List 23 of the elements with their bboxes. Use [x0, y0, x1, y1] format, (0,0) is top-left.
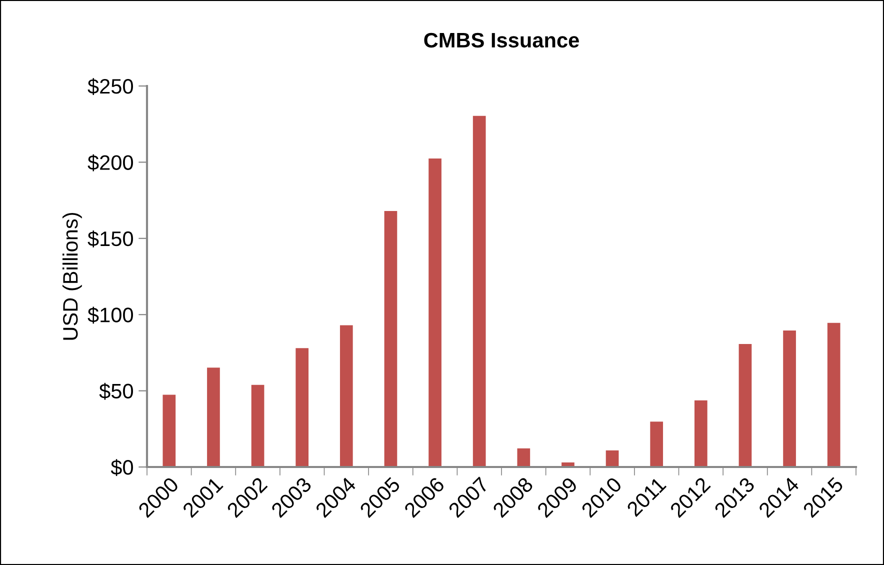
- bar: [694, 400, 708, 467]
- bar: [296, 348, 309, 467]
- bar: [251, 384, 264, 467]
- y-tick-label: $0: [110, 459, 133, 476]
- bar: [207, 368, 220, 467]
- bar: [384, 210, 398, 467]
- chart-title: CMBS Issuance: [424, 32, 579, 48]
- bar: [472, 116, 486, 467]
- bar: [340, 325, 353, 467]
- bar: [738, 344, 752, 467]
- y-tick-label: $250: [88, 78, 133, 95]
- bar: [162, 394, 176, 467]
- y-tick-label: $200: [88, 154, 133, 172]
- bar: [428, 158, 442, 467]
- y-tick-label: $150: [88, 230, 133, 248]
- y-axis-title: USD (Billions): [62, 212, 82, 340]
- y-tick-label: $50: [99, 382, 133, 400]
- y-tick-label: $100: [88, 306, 133, 324]
- bar: [783, 330, 796, 467]
- bar: [650, 422, 664, 467]
- bar: [827, 322, 840, 467]
- bar: [606, 450, 619, 467]
- bar: [517, 448, 530, 467]
